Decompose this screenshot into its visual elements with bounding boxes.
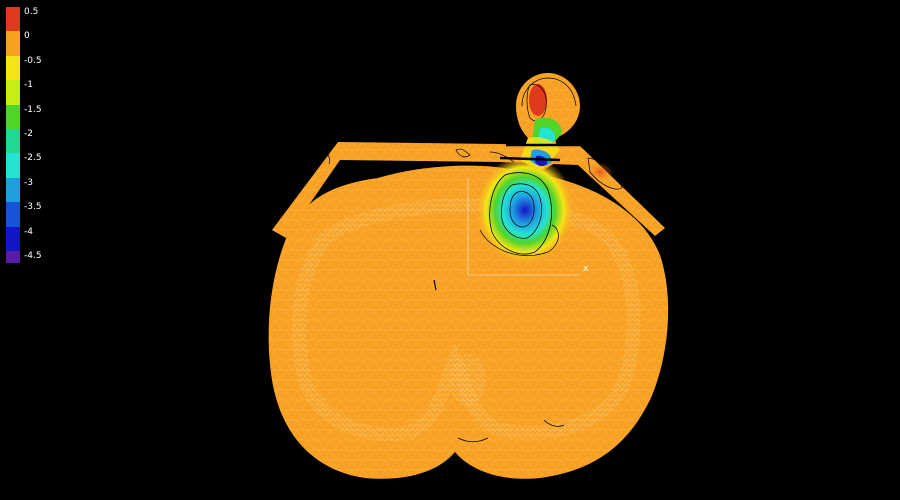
electrode-head: [499, 73, 596, 172]
legend-swatch: [6, 177, 20, 203]
legend-tick-label: -3: [24, 177, 33, 188]
color-legend: 0.5 0 -0.5 -1 -1.5 -2 -2.5 -3 -3.5 -4 -4.5: [6, 7, 54, 265]
legend-tick-label: 0.5: [24, 7, 39, 17]
legend-swatch: [6, 251, 20, 263]
legend-tick-label: -2.5: [24, 153, 42, 164]
legend-swatch: [6, 80, 20, 105]
legend-tick-label: -1: [24, 80, 33, 91]
legend-swatch: [6, 55, 20, 81]
legend-tick-label: -1.5: [24, 104, 42, 115]
legend-swatch: [6, 7, 20, 32]
legend-swatch: [6, 153, 20, 178]
legend-tick-label: -0.5: [24, 55, 42, 66]
legend-tick-label: -3.5: [24, 202, 42, 213]
legend-swatch: [6, 31, 20, 56]
electrode-strap: [272, 142, 665, 238]
legend-swatch: [6, 129, 20, 154]
legend-tick-label: -4.5: [24, 251, 42, 261]
legend-swatch: [6, 104, 20, 129]
legend-swatch: [6, 226, 20, 251]
legend-tick-label: -4: [24, 226, 33, 237]
legend-swatch: [6, 202, 20, 227]
axis-label-x: x: [583, 264, 589, 274]
torso-mesh: [268, 155, 669, 479]
legend-tick-label: 0: [24, 31, 30, 42]
legend-tick-label: -2: [24, 129, 33, 139]
